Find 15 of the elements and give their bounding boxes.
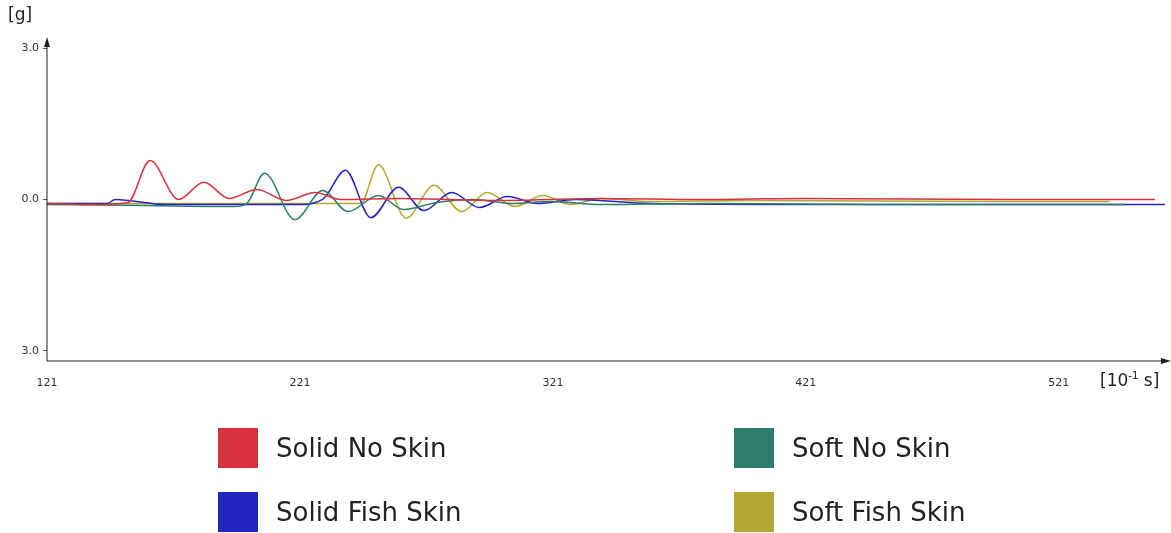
x-tick-label: 321 — [542, 376, 564, 390]
x-axis-title: [10$^{-1}$ s] — [1100, 370, 1160, 390]
x-tick-label: 421 — [795, 376, 817, 390]
x-tick-label: 121 — [36, 376, 58, 390]
legend-label: Solid No Skin — [276, 433, 447, 463]
y-tick-label: 0.0 — [21, 192, 39, 206]
legend-label: Soft No Skin — [792, 433, 951, 463]
x-tick-label: 521 — [1048, 376, 1070, 390]
line-series — [47, 159, 1156, 206]
legend-label: Soft Fish Skin — [792, 497, 966, 527]
y-tick-label: 3.0 — [21, 40, 39, 54]
y-tick-label: 3.0 — [21, 343, 39, 357]
legend-label: Solid Fish Skin — [276, 497, 462, 527]
x-tick-label: 221 — [289, 376, 311, 390]
y-axis-title: [g] — [8, 4, 33, 24]
